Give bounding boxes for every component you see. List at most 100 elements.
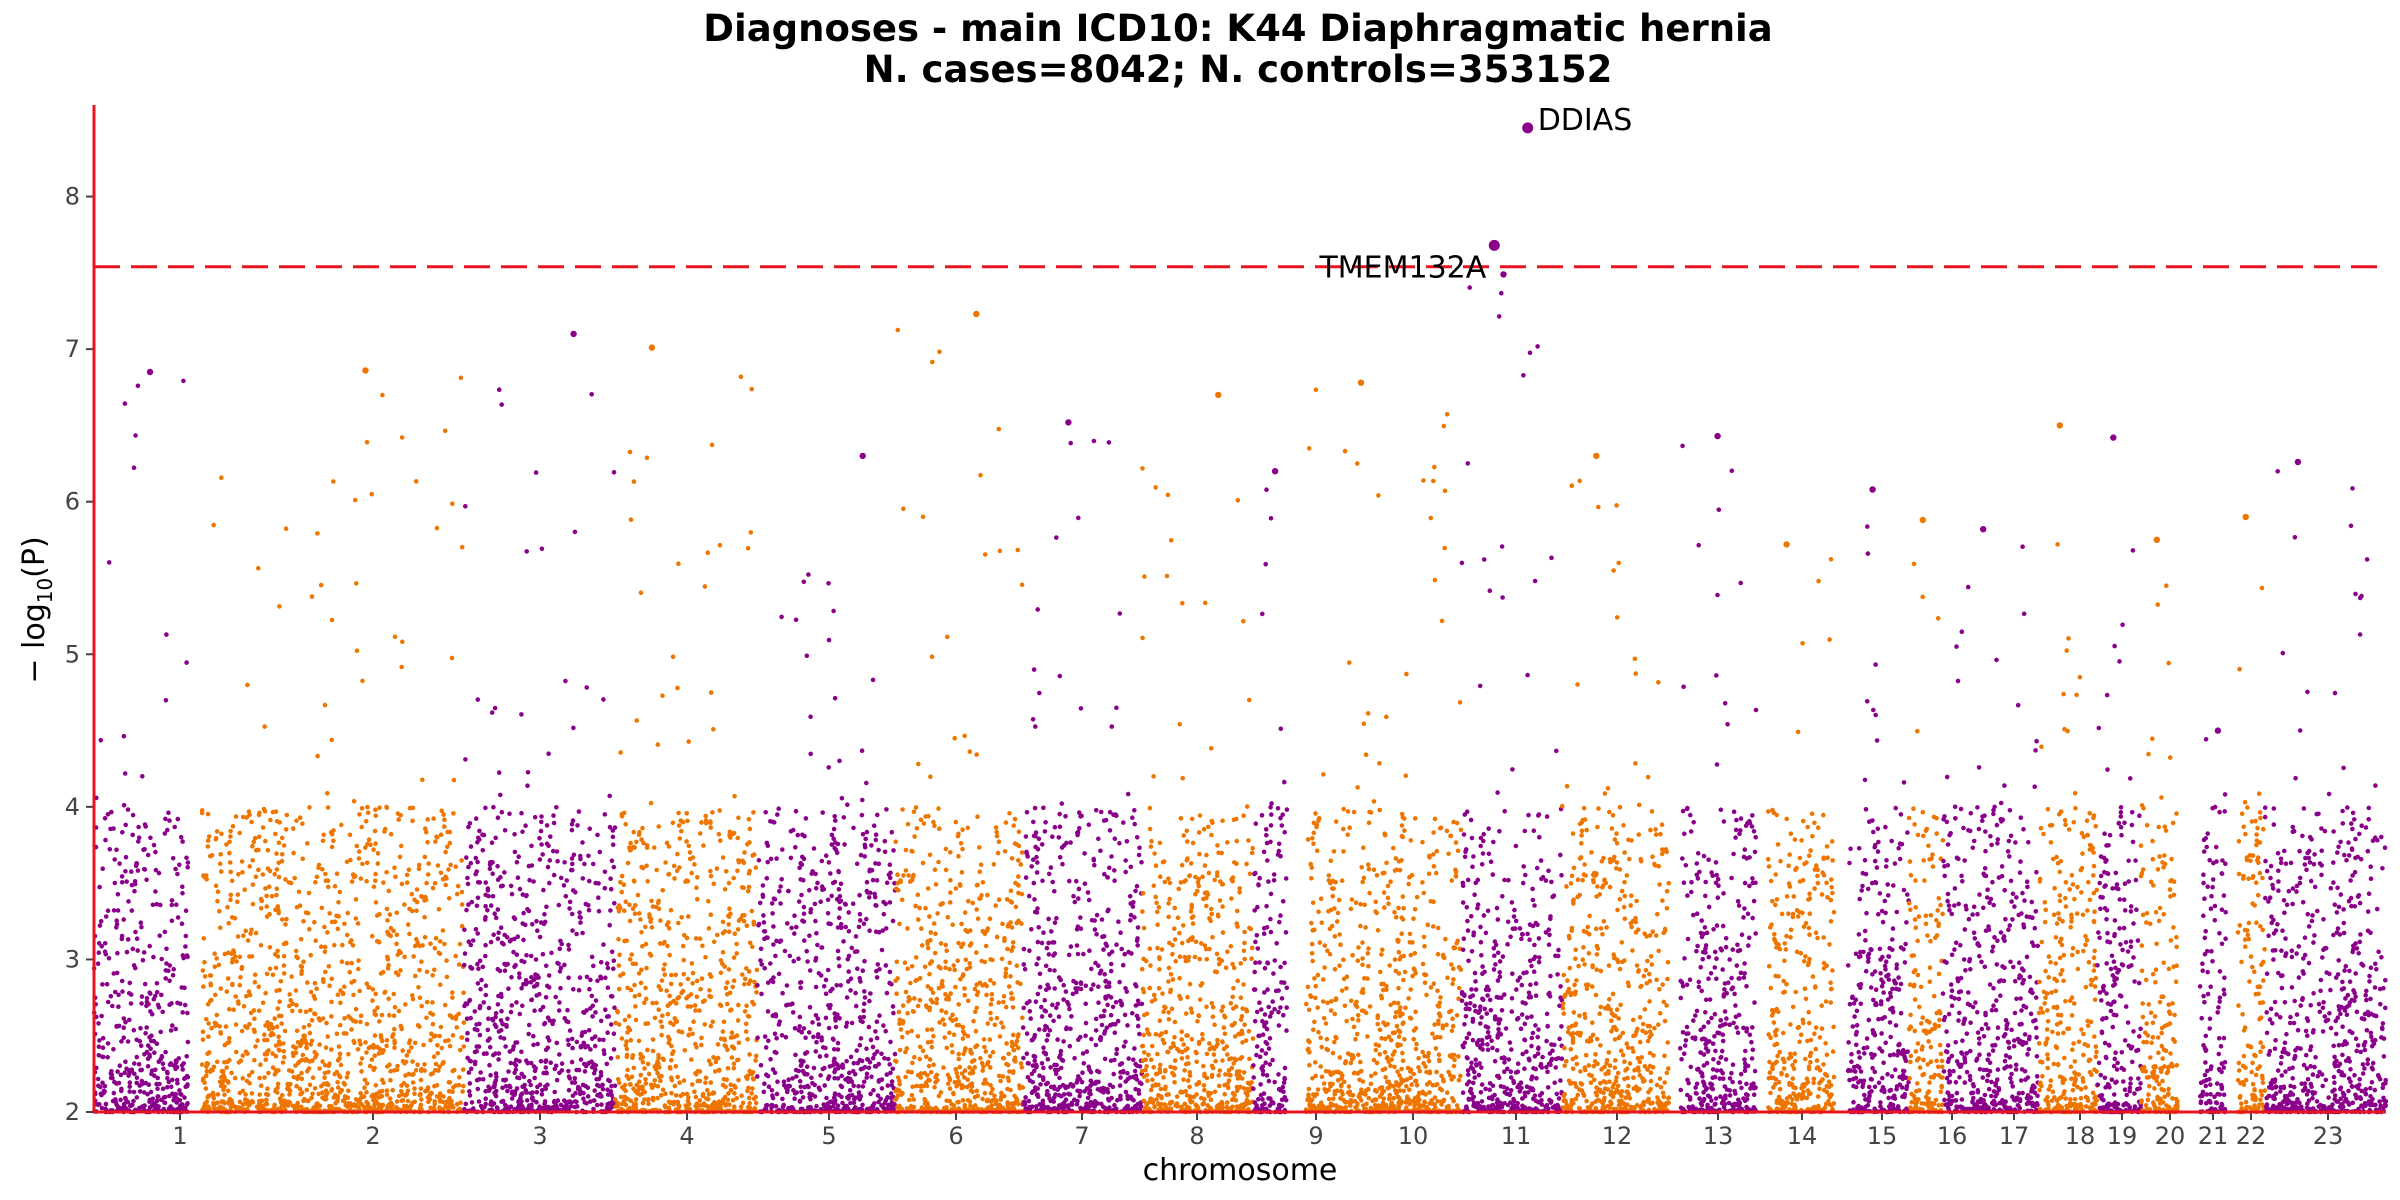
chromosome-1-peak-point [146, 368, 154, 376]
chromosome-19-points [2095, 434, 2144, 1115]
chromosome-14-peak-point [1783, 541, 1790, 548]
chromosome-12-peak-point [1593, 452, 1600, 460]
chromosome-11-peak-point [1500, 271, 1507, 278]
chromosome-8-scatter [1139, 466, 1256, 1115]
chromosome-21-peak-point [2214, 727, 2222, 734]
x-tick-label-chr-9: 9 [1308, 1122, 1323, 1150]
x-tick-label-chr-13: 13 [1703, 1122, 1734, 1150]
x-tick-label-chr-12: 12 [1602, 1122, 1633, 1150]
x-tick-label-chr-8: 8 [1189, 1122, 1204, 1150]
y-tick-label: 8 [65, 183, 80, 211]
hit-label-ddias: DDIAS [1538, 103, 1633, 138]
chromosome-20-points [2138, 536, 2180, 1115]
chromosome-10-peak-point [1357, 379, 1365, 386]
chromosome-13-scatter [1677, 443, 1759, 1115]
chromosome-16-points [1906, 516, 1946, 1115]
chromosome-20-scatter [2138, 583, 2180, 1115]
y-tick-label: 6 [65, 488, 80, 516]
chromosome-8-peak-point [1215, 391, 1222, 399]
chromosome-1-points [91, 368, 191, 1115]
y-tick-label: 3 [65, 945, 80, 973]
data-points [91, 271, 2389, 1115]
chromosome-5-scatter [754, 572, 898, 1115]
x-axis-ticks: 1 2 3 4 5 6 7 8 9 10 11 12 13 14 15 16 17 18 19 20 21 22 23 [172, 1112, 2343, 1150]
chromosome-23-peak-point [2294, 458, 2302, 466]
x-tick-label-chr-23: 23 [2313, 1122, 2344, 1150]
chromosome-18-scatter [2036, 542, 2100, 1115]
y-axis-title-subscript: 10 [33, 578, 57, 603]
hit-point-tmem132a [1488, 239, 1500, 251]
chromosome-16-scatter [1906, 561, 1946, 1115]
chromosome-9-peak-point [1271, 468, 1279, 475]
chromosome-23-points [2262, 458, 2389, 1115]
x-tick-label-chr-19: 19 [2107, 1122, 2138, 1150]
chromosome-14-points [1765, 541, 1837, 1115]
y-tick-label: 4 [65, 793, 80, 821]
chromosome-21-points [2197, 727, 2228, 1115]
chromosome-14-scatter [1765, 557, 1837, 1115]
chromosome-21-scatter [2197, 736, 2228, 1115]
chromosome-7-points [1020, 419, 1145, 1115]
chromosome-4-points [612, 344, 760, 1115]
chromosome-6-peak-point [973, 310, 980, 318]
chromosome-9-scatter [1251, 487, 1290, 1115]
x-tick-label-chr-18: 18 [2065, 1122, 2096, 1150]
x-tick-label-chr-14: 14 [1787, 1122, 1818, 1150]
chromosome-4-peak-point [648, 344, 656, 351]
chromosome-11-scatter [1459, 285, 1565, 1115]
chromosome-15-peak-point [1869, 486, 1876, 493]
y-axis-title-suffix: (P) [17, 536, 52, 578]
chart-title: Diagnoses - main ICD10: K44 Diaphragmati… [703, 7, 1772, 50]
chromosome-5-peak-point [859, 452, 866, 460]
x-tick-label-chr-10: 10 [1398, 1122, 1429, 1150]
x-tick-label-chr-3: 3 [532, 1122, 547, 1150]
x-tick-label-chr-2: 2 [365, 1122, 380, 1150]
chromosome-16-peak-point [1919, 516, 1927, 524]
chromosome-12-scatter [1559, 478, 1672, 1115]
x-tick-label-chr-6: 6 [948, 1122, 963, 1150]
y-axis-ticks: 2 3 4 5 6 7 8 [65, 183, 94, 1126]
x-tick-label-chr-7: 7 [1074, 1122, 1089, 1150]
chromosome-10-scatter [1303, 387, 1464, 1115]
chromosome-6-points [892, 310, 1026, 1115]
chromosome-20-peak-point [2153, 536, 2160, 543]
chromosome-3-points [461, 330, 618, 1115]
chromosome-23-scatter [2262, 468, 2389, 1115]
chromosome-19-scatter [2095, 548, 2144, 1115]
chromosome-9-points [1251, 468, 1290, 1115]
hit-label-tmem132a: TMEM132A [1318, 250, 1486, 285]
x-tick-label-chr-16: 16 [1937, 1122, 1968, 1150]
y-axis-title: − log10(P) [17, 536, 57, 683]
y-tick-label: 7 [65, 335, 80, 363]
chromosome-17-scatter [1940, 544, 2041, 1115]
chromosome-13-points [1677, 432, 1759, 1115]
highlighted-hits: DDIAS TMEM132A [1318, 103, 1632, 286]
chromosome-7-scatter [1020, 438, 1145, 1115]
x-tick-label-chr-11: 11 [1501, 1122, 1532, 1150]
chromosome-5-points [754, 452, 898, 1115]
x-tick-label-chr-17: 17 [1999, 1122, 2030, 1150]
chromosome-2-peak-point [362, 367, 369, 374]
chromosome-1-scatter [91, 378, 191, 1115]
x-tick-label-chr-15: 15 [1867, 1122, 1898, 1150]
chromosome-22-scatter [2235, 585, 2268, 1115]
chromosome-15-points [1845, 486, 1912, 1115]
y-axis-title-prefix: − log [17, 603, 52, 683]
x-tick-label-chr-5: 5 [821, 1122, 836, 1150]
chromosome-18-peak-point [2056, 422, 2063, 429]
x-tick-label-chr-4: 4 [679, 1122, 694, 1150]
chromosome-12-points [1559, 452, 1672, 1115]
chromosome-17-peak-point [1980, 526, 1987, 533]
hit-point-ddias [1522, 122, 1534, 134]
chromosome-7-peak-point [1065, 419, 1072, 426]
chromosome-18-points [2036, 422, 2100, 1115]
chromosome-2-scatter [199, 375, 467, 1115]
chromosome-3-scatter [461, 387, 618, 1115]
x-axis-title: chromosome [1143, 1153, 1338, 1188]
chromosome-8-points [1139, 391, 1256, 1115]
chromosome-15-scatter [1845, 524, 1912, 1115]
chromosome-17-points [1940, 526, 2041, 1115]
x-tick-label-chr-22: 22 [2236, 1122, 2267, 1150]
chromosome-11-points [1459, 271, 1565, 1115]
